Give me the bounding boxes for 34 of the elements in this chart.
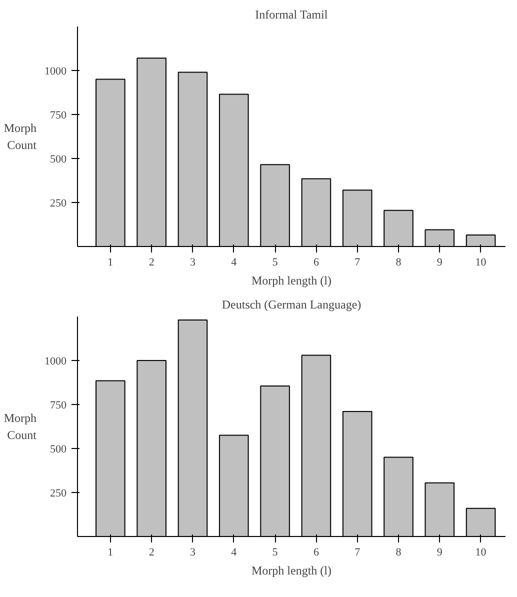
x-tick-label: 10 [475,256,487,268]
x-tick-label: 4 [231,256,238,268]
x-tick-label: 3 [190,546,196,558]
chart-title: Deutsch (German Language) [222,298,362,312]
x-tick-label: 9 [436,546,443,558]
y-tick-label: 250 [50,198,67,210]
x-tick-label: 9 [436,256,443,268]
y-tick-label: 250 [50,488,67,500]
y-tick-label: 500 [50,444,67,456]
chart-title: Informal Tamil [255,8,328,22]
y-tick-label: 1000 [44,66,67,78]
y-tick-label: 750 [50,400,67,412]
y-axis-title: Morph Count [4,411,38,442]
x-tick-label: 5 [272,546,278,558]
y-tick-label: 1000 [44,356,67,368]
y-tick-label: 500 [50,154,67,166]
x-tick-label: 1 [108,546,114,558]
x-tick-label: 6 [313,546,320,558]
x-tick-label: 3 [190,256,196,268]
x-axis-title: Morph length (l) [252,564,332,578]
x-tick-label: 5 [272,256,278,268]
x-tick-label: 2 [148,546,154,558]
x-tick-label: 8 [396,256,402,268]
x-tick-label: 6 [313,256,320,268]
y-tick-label: 750 [50,110,67,122]
x-tick-label: 10 [475,546,487,558]
x-axis-title: Morph length (l) [252,274,332,288]
x-tick-label: 4 [231,546,238,558]
y-axis-title: Morph Count [4,121,38,152]
x-tick-label: 1 [108,256,114,268]
x-tick-label: 7 [354,546,361,558]
x-tick-label: 8 [396,546,402,558]
x-tick-label: 7 [354,256,361,268]
x-tick-label: 2 [148,256,154,268]
